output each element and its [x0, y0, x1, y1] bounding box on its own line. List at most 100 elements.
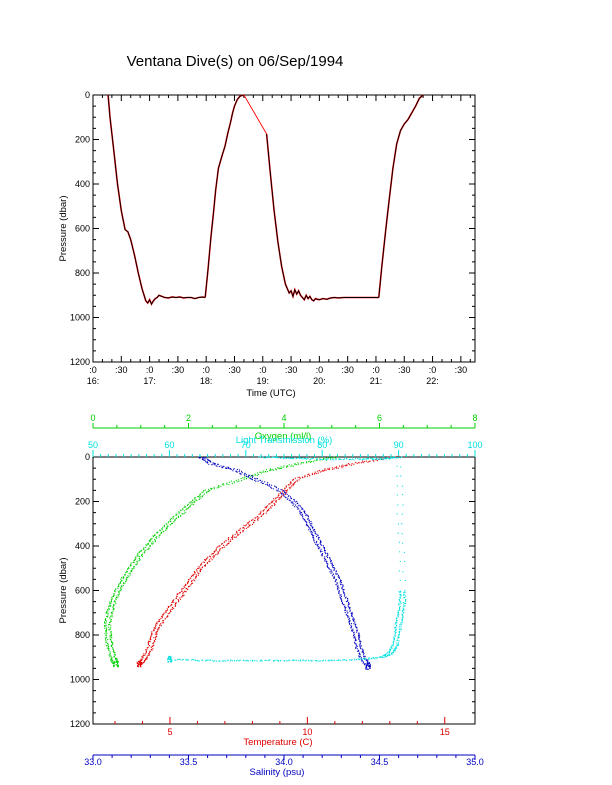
salinity-profile-point [312, 537, 314, 539]
oxygen-profile-point [308, 461, 310, 463]
salinity-profile-point [337, 589, 339, 591]
temperature-profile-point [217, 551, 219, 553]
temperature-profile-point [231, 537, 233, 539]
temperature-profile-point [273, 499, 275, 501]
salinity-profile-point [333, 569, 335, 571]
salinity-profile-point [313, 530, 315, 532]
oxygen-profile-point [266, 471, 268, 473]
salinity-profile-point [344, 593, 346, 595]
salinity-profile-point [334, 568, 336, 570]
light-profile-point [389, 457, 391, 459]
oxygen-profile-point [112, 660, 114, 662]
temperature-profile-point [285, 485, 287, 487]
temperature-profile-point [196, 574, 198, 576]
light-profile-point [181, 659, 184, 661]
salinity-profile-point [319, 546, 321, 548]
temperature-profile-point [145, 650, 147, 652]
oxygen-profile-point [235, 479, 237, 481]
oxygen-profile-point [149, 539, 152, 541]
oxygen-profile-point [109, 623, 111, 625]
salinity-profile-point [324, 560, 326, 562]
temperature-profile-point [209, 556, 211, 558]
light-profile-point [327, 659, 329, 661]
salinity-profile-point [299, 513, 301, 515]
light-profile-point [339, 660, 341, 662]
y-tick-label: 600 [75, 224, 90, 234]
light-profile-point [177, 658, 179, 660]
oxygen-profile-point [179, 511, 181, 513]
oxygen-profile-point [125, 577, 127, 579]
light-tick-label: 80 [317, 440, 327, 450]
oxygen-profile-point [166, 528, 168, 530]
oxygen-tick-label: 8 [472, 413, 477, 423]
light-profile-point [242, 659, 244, 661]
oxygen-profile-point [105, 612, 107, 614]
salinity-profile-point [321, 554, 323, 556]
light-profile-point [385, 656, 387, 658]
salinity-profile-point [352, 618, 354, 620]
light-profile-point [344, 659, 346, 661]
light-profile-point [284, 660, 286, 662]
salinity-profile-point [362, 651, 364, 653]
oxygen-profile-point [110, 640, 113, 643]
temperature-profile-point [265, 505, 267, 507]
light-profile-point [216, 660, 218, 662]
oxygen-profile-point [216, 487, 218, 489]
light-profile-point [399, 624, 401, 626]
temperature-profile-point [213, 557, 215, 559]
salinity-profile-point [302, 518, 304, 520]
light-profile-point [330, 659, 332, 661]
light-profile-point [403, 551, 405, 554]
oxygen-profile-point [111, 661, 113, 663]
light-profile-point [403, 593, 405, 595]
oxygen-profile-point [139, 559, 141, 561]
salinity-profile-point [307, 516, 309, 518]
salinity-profile-point [310, 532, 312, 534]
light-profile-point [396, 642, 398, 644]
temperature-profile-point [373, 460, 375, 462]
oxygen-profile-point [198, 495, 200, 498]
temperature-profile-point [149, 638, 151, 640]
salinity-profile-point [277, 490, 279, 492]
oxygen-profile-point [110, 645, 112, 648]
oxygen-profile-point [236, 481, 238, 483]
temperature-profile-point [171, 608, 173, 610]
oxygen-profile-point [107, 638, 109, 641]
oxygen-profile-point [180, 509, 182, 512]
oxygen-profile-point [137, 555, 139, 557]
light-profile-point [402, 504, 404, 506]
oxygen-profile-point [104, 619, 107, 622]
temperature-profile-point [155, 624, 157, 626]
oxygen-profile-point [106, 642, 109, 645]
temperature-profile-point [271, 505, 273, 507]
temperature-profile-point [176, 594, 178, 596]
oxygen-profile-point [111, 598, 113, 600]
temperature-profile-point [226, 544, 228, 546]
temperature-profile-point [164, 618, 166, 620]
oxygen-profile-point [105, 620, 107, 622]
salinity-profile-point [228, 466, 230, 468]
salinity-profile-point [283, 495, 285, 497]
light-profile-point [307, 457, 309, 460]
salinity-profile-point [358, 633, 360, 635]
salinity-profile-point [244, 474, 246, 476]
light-profile-point [299, 659, 302, 661]
light-profile-point [328, 660, 330, 662]
temperature-profile-point [238, 533, 240, 535]
salinity-profile-point [301, 508, 303, 510]
oxygen-profile-point [122, 584, 124, 587]
salinity-profile-point [339, 580, 341, 583]
light-tick-label: 100 [467, 440, 482, 450]
salinity-profile-point [308, 520, 310, 522]
temperature-profile-point [147, 642, 149, 645]
temperature-profile-point [154, 627, 157, 629]
temperature-profile-point [148, 645, 151, 647]
temperature-profile-point [213, 555, 215, 557]
oxygen-profile-point [118, 584, 120, 586]
light-profile-point [395, 618, 397, 620]
salinity-profile-point [222, 465, 224, 468]
salinity-profile-point [238, 470, 240, 473]
dive-track-shadow [107, 94, 206, 306]
x-tick-label: :30 [228, 365, 241, 375]
salinity-profile-point [341, 588, 343, 590]
